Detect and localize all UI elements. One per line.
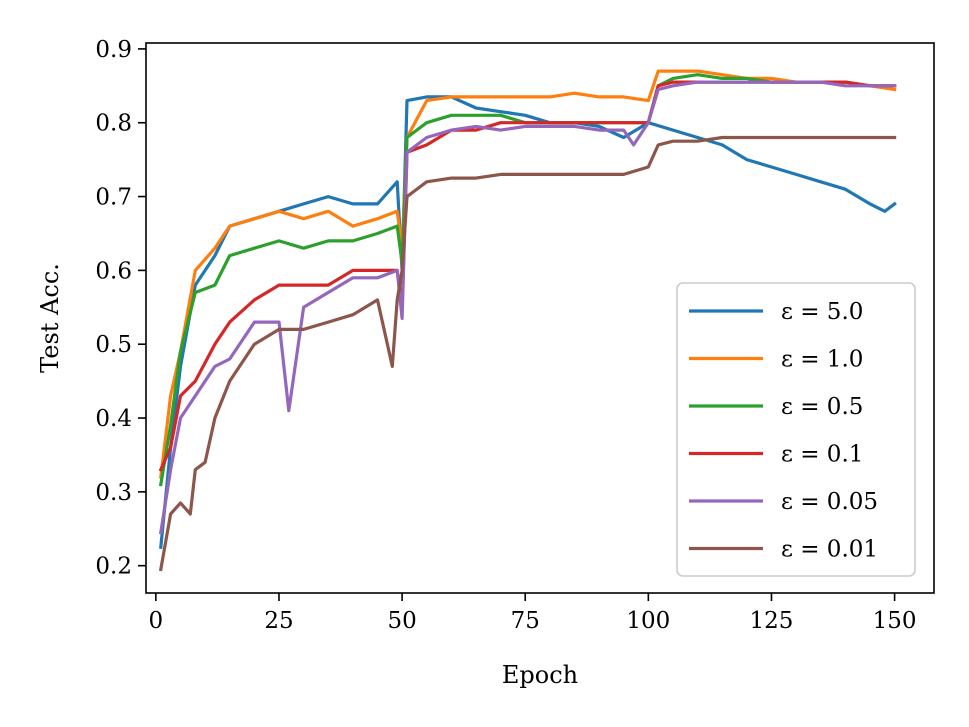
y-tick-label: 0.7 — [95, 185, 132, 211]
y-axis: 0.2 0.3 0.4 0.5 0.6 0.7 0.8 0.9 — [95, 37, 146, 580]
legend-label: ε = 0.01 — [781, 537, 878, 563]
y-tick-label: 0.9 — [95, 37, 132, 63]
legend-label: ε = 0.05 — [781, 489, 878, 515]
x-tick-label: 25 — [264, 608, 293, 634]
series-line-5 — [158, 80, 897, 535]
series-line-6 — [158, 135, 897, 572]
y-tick-label: 0.3 — [95, 480, 132, 506]
x-tick-label: 0 — [149, 608, 164, 634]
x-axis-title: Epoch — [502, 661, 578, 689]
y-tick-label: 0.8 — [95, 111, 132, 137]
x-tick-label: 50 — [387, 608, 416, 634]
x-tick-label: 75 — [511, 608, 540, 634]
y-tick-label: 0.4 — [95, 406, 132, 432]
legend-box — [676, 282, 916, 577]
y-tick-label: 0.2 — [95, 554, 132, 580]
x-tick-label: 125 — [750, 608, 794, 634]
series-layer — [158, 69, 897, 572]
x-tick-label: 150 — [873, 608, 917, 634]
y-tick-label: 0.6 — [95, 258, 132, 284]
legend-label: ε = 1.0 — [781, 347, 863, 373]
plot-frame — [145, 42, 935, 594]
y-axis-title: Test Acc. — [36, 263, 64, 373]
legend-label: ε = 0.5 — [781, 394, 863, 420]
legend-label: ε = 0.1 — [781, 442, 863, 468]
legend: ε = 5.0 ε = 1.0 ε = 0.5 ε = 0.1 ε = 0.05 ε = … — [676, 282, 916, 577]
series-line-3 — [158, 73, 897, 487]
legend-label: ε = 5.0 — [781, 299, 863, 325]
x-tick-label: 100 — [626, 608, 670, 634]
x-axis: 0 25 50 75 100 125 150 — [149, 593, 917, 634]
y-tick-label: 0.5 — [95, 332, 132, 358]
